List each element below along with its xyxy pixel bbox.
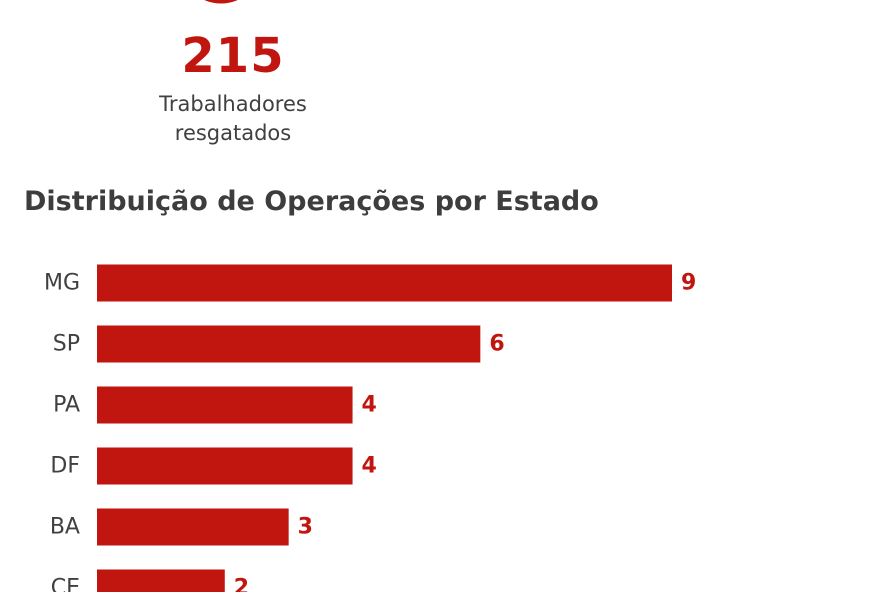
value-label-df: 4 bbox=[362, 454, 377, 479]
category-label-pa: PA bbox=[53, 393, 80, 418]
rescued-count: 215 bbox=[181, 28, 285, 84]
value-label-mg: 9 bbox=[681, 271, 696, 296]
chart-title: Distribuição de Operações por Estado bbox=[24, 186, 599, 217]
category-label-df: DF bbox=[50, 454, 80, 479]
rescued-label: Trabalhadores resgatados bbox=[0, 90, 466, 148]
category-label-mg: MG bbox=[44, 271, 80, 296]
value-label-ba: 3 bbox=[298, 515, 313, 540]
bar-df bbox=[97, 447, 353, 485]
bar-ba bbox=[97, 508, 289, 546]
rescued-label-line2: resgatados bbox=[174, 121, 292, 145]
bar-mg bbox=[97, 264, 672, 302]
value-label-pa: 4 bbox=[362, 393, 377, 418]
category-label-ce: CE bbox=[51, 576, 80, 592]
category-label-sp: SP bbox=[53, 332, 80, 357]
category-label-ba: BA bbox=[50, 515, 80, 540]
rescued-label-line1: Trabalhadores bbox=[159, 92, 307, 116]
bar-sp bbox=[97, 325, 481, 363]
bar-ce bbox=[97, 569, 225, 592]
bar-pa bbox=[97, 386, 353, 424]
value-label-sp: 6 bbox=[489, 332, 504, 357]
value-label-ce: 2 bbox=[234, 576, 249, 592]
